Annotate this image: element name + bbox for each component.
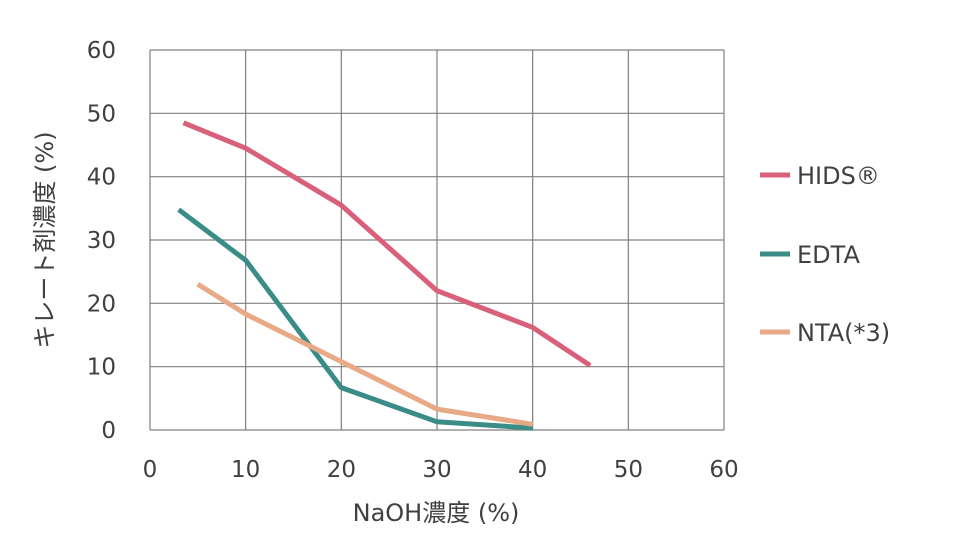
- legend-label: HIDS®: [797, 162, 880, 190]
- y-tick-label: 0: [101, 418, 116, 444]
- x-tick-label: 40: [518, 457, 547, 483]
- grid: [149, 49, 725, 431]
- x-tick-label: 60: [709, 457, 738, 483]
- series-lines: [177, 120, 592, 431]
- series-line-3: [196, 282, 534, 427]
- y-tick-label: 60: [87, 38, 116, 64]
- x-tick-label: 30: [422, 457, 451, 483]
- y-tick-label: 20: [87, 291, 116, 317]
- y-tick-label: 40: [87, 165, 116, 191]
- x-tick-label: 20: [327, 457, 356, 483]
- y-axis-title: キレート剤濃度 (%): [31, 131, 59, 348]
- tick-labels: 0 10 20 30 40 50 60 0 10 20 30 40 50 60: [87, 38, 739, 483]
- x-axis-title: NaOH濃度 (%): [353, 499, 520, 527]
- legend-label: NTA(*3): [797, 319, 890, 347]
- y-tick-label: 50: [87, 101, 116, 127]
- legend: HIDS® EDTA NTA(*3): [760, 162, 890, 347]
- legend-label: EDTA: [797, 241, 860, 269]
- x-tick-label: 0: [143, 457, 158, 483]
- x-tick-label: 50: [614, 457, 643, 483]
- series-line-1: [182, 120, 592, 368]
- y-tick-label: 10: [87, 355, 116, 381]
- x-tick-label: 10: [231, 457, 260, 483]
- series-line-2: [177, 207, 533, 431]
- y-tick-label: 30: [87, 228, 116, 254]
